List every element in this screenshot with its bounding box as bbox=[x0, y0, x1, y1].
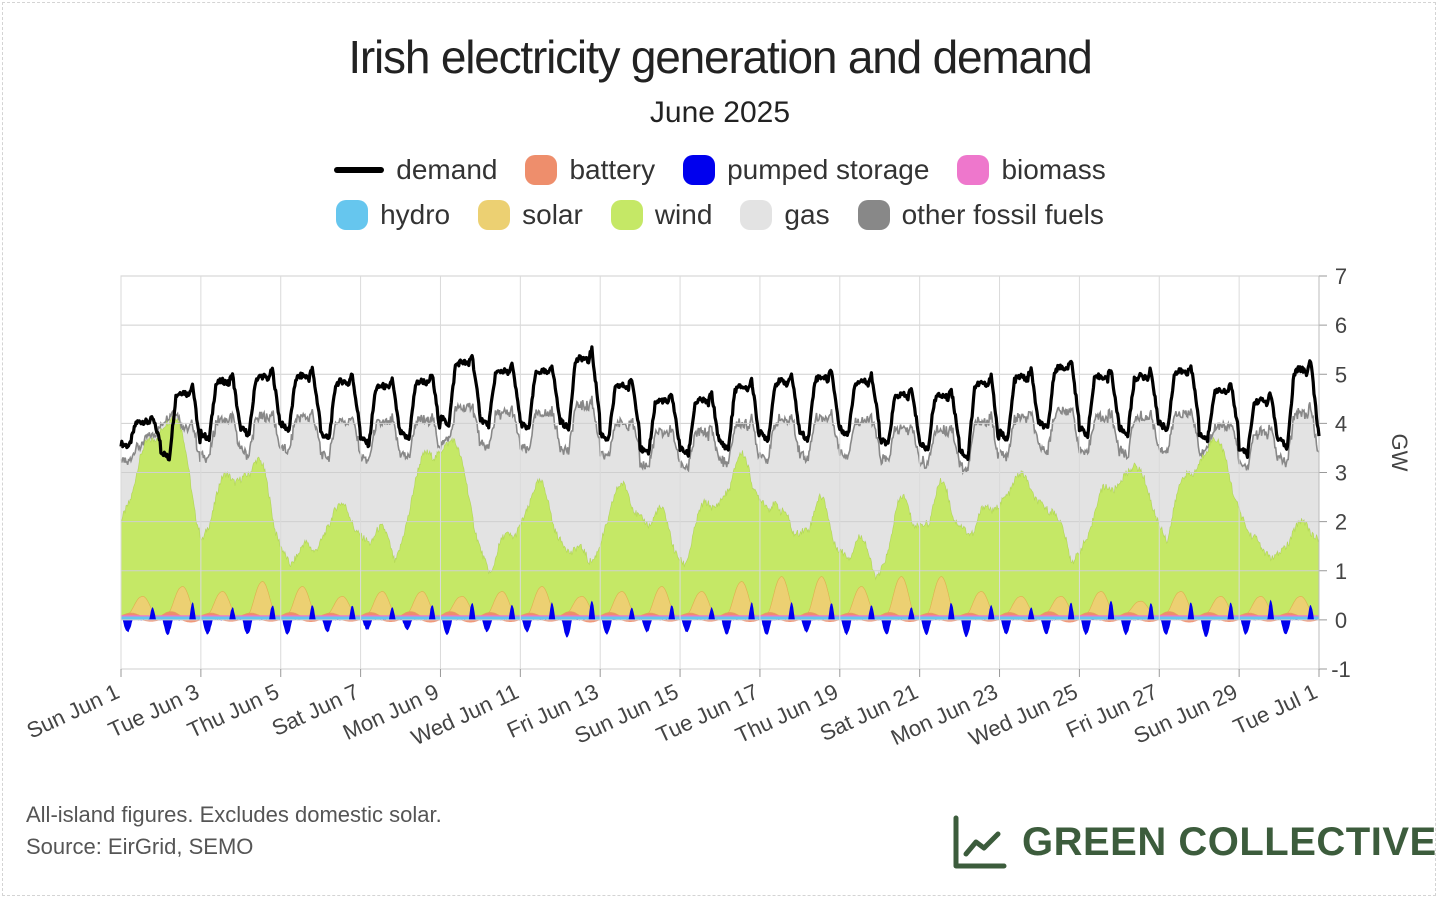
tick-label-x: Tue Jun 3 bbox=[104, 679, 203, 743]
brand-name: GREEN COLLECTIVE bbox=[1022, 819, 1437, 864]
legend-label: other fossil fuels bbox=[901, 199, 1104, 230]
tick-label-y: 3 bbox=[1335, 461, 1347, 486]
footnote-source: Source: EirGrid, SEMO bbox=[26, 834, 254, 859]
legend-item-pumped-storage[interactable]: pumped storage bbox=[683, 154, 929, 186]
legend-item-other-fossil-fuels[interactable]: other fossil fuels bbox=[857, 199, 1104, 231]
legend-swatch-wind bbox=[610, 200, 643, 230]
legend-item-demand[interactable]: demand bbox=[334, 154, 497, 186]
legend-swatch-battery bbox=[525, 155, 558, 185]
tick-label-y: 1 bbox=[1335, 559, 1347, 584]
legend-swatch-pumped-storage bbox=[683, 155, 716, 185]
tick-label-y: 2 bbox=[1335, 510, 1347, 535]
tick-label-y: 6 bbox=[1335, 313, 1347, 338]
chart-title: Irish electricity generation and demand bbox=[348, 31, 1093, 83]
legend-swatch-demand bbox=[334, 167, 385, 173]
tick-label-y: 7 bbox=[1335, 264, 1347, 289]
tick-label-y: 0 bbox=[1335, 608, 1347, 633]
legend-row-1: demand battery pumped storage biomass bbox=[0, 154, 1440, 186]
legend-swatch-hydro bbox=[336, 200, 369, 230]
line-demand bbox=[119, 345, 1321, 462]
tick-label-x: Thu Jun 5 bbox=[184, 679, 283, 743]
area-other-fossil-fuels bbox=[120, 395, 1320, 476]
chart-trend-icon bbox=[953, 815, 1007, 869]
legend-item-wind[interactable]: wind bbox=[610, 199, 713, 231]
legend-label: demand bbox=[396, 154, 498, 185]
y-axis-title: GW bbox=[1387, 434, 1412, 472]
legend-item-solar[interactable]: solar bbox=[478, 199, 583, 231]
tick-label-y: 5 bbox=[1335, 362, 1347, 387]
legend-label: hydro bbox=[380, 199, 451, 230]
legend-label: battery bbox=[569, 154, 656, 185]
legend-label: wind bbox=[654, 199, 713, 230]
legend-label: pumped storage bbox=[727, 154, 930, 185]
tick-label-x: Sun Jun 1 bbox=[23, 679, 123, 744]
area-hydro bbox=[121, 615, 1319, 620]
legend-label: solar bbox=[522, 199, 583, 230]
legend-swatch-other-fossil-fuels bbox=[857, 200, 890, 230]
footnote-note: All-island figures. Excludes domestic so… bbox=[26, 802, 442, 827]
legend-item-biomass[interactable]: biomass bbox=[957, 154, 1106, 186]
legend-item-gas[interactable]: gas bbox=[740, 199, 830, 231]
legend-swatch-gas bbox=[740, 200, 773, 230]
legend-swatch-solar bbox=[478, 200, 511, 230]
legend-item-battery[interactable]: battery bbox=[525, 154, 655, 186]
legend-label: gas bbox=[784, 199, 830, 230]
legend-item-hydro[interactable]: hydro bbox=[336, 199, 450, 231]
tick-label-x: Tue Jul 1 bbox=[1229, 679, 1321, 740]
brand-logo: GREEN COLLECTIVE bbox=[952, 814, 1437, 870]
legend-swatch-biomass bbox=[957, 155, 990, 185]
tick-label-y: 4 bbox=[1335, 411, 1347, 436]
legend-label: biomass bbox=[1001, 154, 1106, 185]
tick-label-y: -1 bbox=[1331, 657, 1351, 682]
chart-subtitle: June 2025 bbox=[649, 96, 791, 129]
legend-row-2: hydro solar wind gas other fossil fuels bbox=[0, 199, 1440, 231]
